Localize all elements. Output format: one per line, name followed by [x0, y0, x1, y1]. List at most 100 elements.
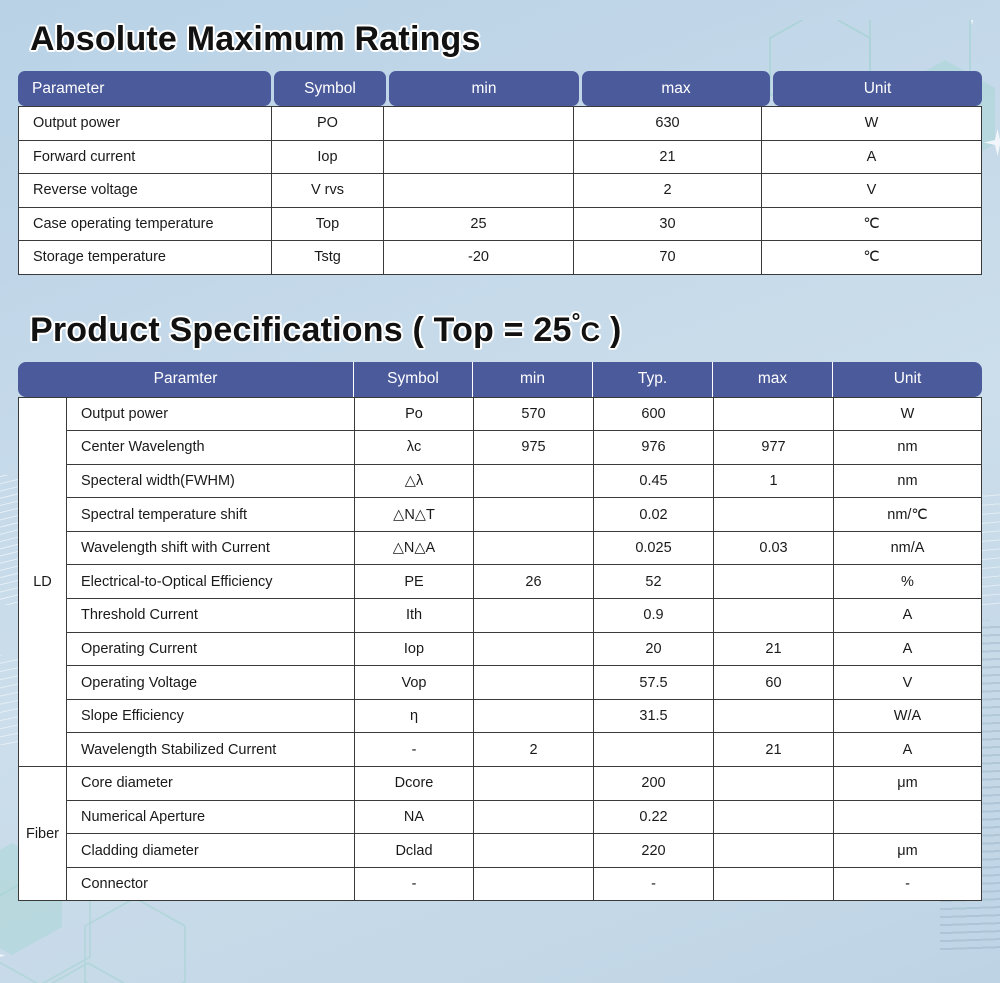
cell-max: 1 — [713, 463, 834, 499]
cell-typ: 31.5 — [593, 698, 714, 734]
cell-symbol: Top — [271, 206, 384, 241]
cell-max: 0.03 — [713, 530, 834, 566]
column-header-min: min — [389, 71, 579, 106]
cell-parameter: Forward current — [18, 139, 272, 174]
cell-parameter: Specteral width(FWHM) — [66, 463, 355, 499]
column-header-unit: Unit — [773, 71, 982, 106]
cell-typ: 52 — [593, 564, 714, 600]
cell-typ: - — [593, 866, 714, 902]
cell-typ: 0.9 — [593, 598, 714, 633]
table-row: Spectral temperature shift △N△T 0.02 nm/℃ — [19, 497, 982, 532]
cell-max — [713, 564, 834, 600]
cell-unit: % — [833, 564, 982, 600]
cell-min: -20 — [383, 240, 574, 275]
cell-typ: 0.02 — [593, 497, 714, 532]
cell-max: 2 — [573, 173, 762, 208]
cell-typ: 976 — [593, 430, 714, 465]
title-condition-unit: C — [580, 316, 601, 347]
cell-parameter: Center Wavelength — [66, 430, 355, 465]
table-row: Wavelength Stabilized Current -2 21 A — [19, 732, 982, 768]
page-title-product-specifications: Product Specifications ( Top = 25°C ) — [18, 308, 982, 350]
cell-parameter: Wavelength Stabilized Current — [66, 732, 355, 768]
cell-parameter: Operating Current — [66, 631, 355, 667]
cell-min: 2 — [473, 732, 594, 768]
cell-parameter: Slope Efficiency — [66, 698, 355, 734]
cell-parameter: Spectral temperature shift — [66, 497, 355, 532]
cell-symbol: NA — [354, 799, 474, 835]
cell-max: 60 — [713, 665, 834, 700]
cell-min — [473, 497, 594, 532]
cell-parameter: Reverse voltage — [18, 173, 272, 208]
table-row: Fiber Core diameter Dcore 200 μm — [18, 766, 982, 902]
cell-symbol: λc — [354, 430, 474, 465]
cell-group-ld: LD — [18, 396, 67, 768]
cell-typ — [593, 732, 714, 768]
table-row: Wavelength shift with Current △N△A 0.025 0.… — [19, 530, 982, 566]
cell-unit: A — [761, 139, 982, 174]
cell-max: 30 — [573, 206, 762, 241]
cell-unit: V — [761, 173, 982, 208]
cell-typ: 57.5 — [593, 665, 714, 700]
cell-parameter: Numerical Aperture — [66, 799, 355, 835]
cell-symbol: - — [354, 732, 474, 768]
cell-symbol: η — [354, 698, 474, 734]
cell-group-fiber: Fiber — [18, 766, 67, 902]
cell-parameter: Wavelength shift with Current — [66, 530, 355, 566]
table-row: Reverse voltage V rvs 2 V — [18, 173, 982, 208]
cell-symbol: - — [354, 866, 474, 902]
cell-min — [383, 106, 574, 141]
table-header-product-specifications: Paramter Symbol min Typ. max Unit — [18, 361, 982, 397]
title-condition-close: ) — [600, 310, 622, 349]
cell-min — [473, 598, 594, 633]
cell-unit: V — [833, 665, 982, 700]
cell-parameter: Connector — [66, 866, 355, 902]
cell-symbol: △λ — [354, 463, 474, 499]
cell-symbol: Po — [354, 396, 474, 432]
cell-parameter: Case operating temperature — [18, 206, 272, 241]
cell-unit: W — [761, 106, 982, 141]
degree-icon: ° — [571, 308, 581, 334]
cell-typ: 0.22 — [593, 799, 714, 835]
cell-max — [713, 833, 834, 868]
cell-unit: ℃ — [761, 206, 982, 241]
datasheet-page: Absolute Maximum Ratings Parameter Symbo… — [0, 20, 1000, 902]
cell-min — [473, 530, 594, 566]
cell-max — [713, 497, 834, 532]
cell-min — [473, 665, 594, 700]
title-condition-open: ( Top = 25 — [412, 310, 572, 349]
cell-symbol: Iop — [271, 139, 384, 174]
cell-min — [473, 766, 594, 801]
cell-typ: 0.025 — [593, 530, 714, 566]
cell-min — [473, 698, 594, 734]
cell-symbol: Iop — [354, 631, 474, 667]
cell-parameter: Electrical-to-Optical Efficiency — [66, 564, 355, 600]
cell-unit: W — [833, 396, 982, 432]
column-header-max: max — [582, 71, 770, 106]
cell-symbol: Ith — [354, 598, 474, 633]
cell-parameter: Cladding diameter — [66, 833, 355, 868]
cell-max: 21 — [573, 139, 762, 174]
table-row: Output power PO 630 W — [18, 106, 982, 141]
cell-unit: nm/℃ — [833, 497, 982, 532]
column-header-unit: Unit — [893, 370, 922, 387]
cell-unit: μm — [833, 833, 982, 868]
cell-symbol: Dcore — [354, 766, 474, 801]
table-row: Cladding diameter Dclad 220 μm — [19, 833, 982, 868]
cell-max: 630 — [573, 106, 762, 141]
cell-min: 975 — [473, 430, 594, 465]
table-row: Electrical-to-Optical Efficiency PE 26 52% — [19, 564, 982, 600]
cell-unit: nm/A — [833, 530, 982, 566]
sparkle-icon — [0, 954, 6, 957]
cell-parameter: Threshold Current — [66, 598, 355, 633]
cell-unit: - — [833, 866, 982, 902]
table-row: Case operating temperature Top 25 30 ℃ — [18, 206, 982, 241]
table-product-specifications: LD Output power Po 570 600 W Center Wavelength… — [18, 396, 982, 902]
column-header-min: min — [473, 361, 593, 397]
cell-symbol: Vop — [354, 665, 474, 700]
cell-symbol: △N△T — [354, 497, 474, 532]
cell-parameter: Output power — [66, 396, 355, 432]
cell-unit: A — [833, 631, 982, 667]
cell-typ: 220 — [593, 833, 714, 868]
cell-symbol: Tstg — [271, 240, 384, 275]
cell-min — [473, 799, 594, 835]
